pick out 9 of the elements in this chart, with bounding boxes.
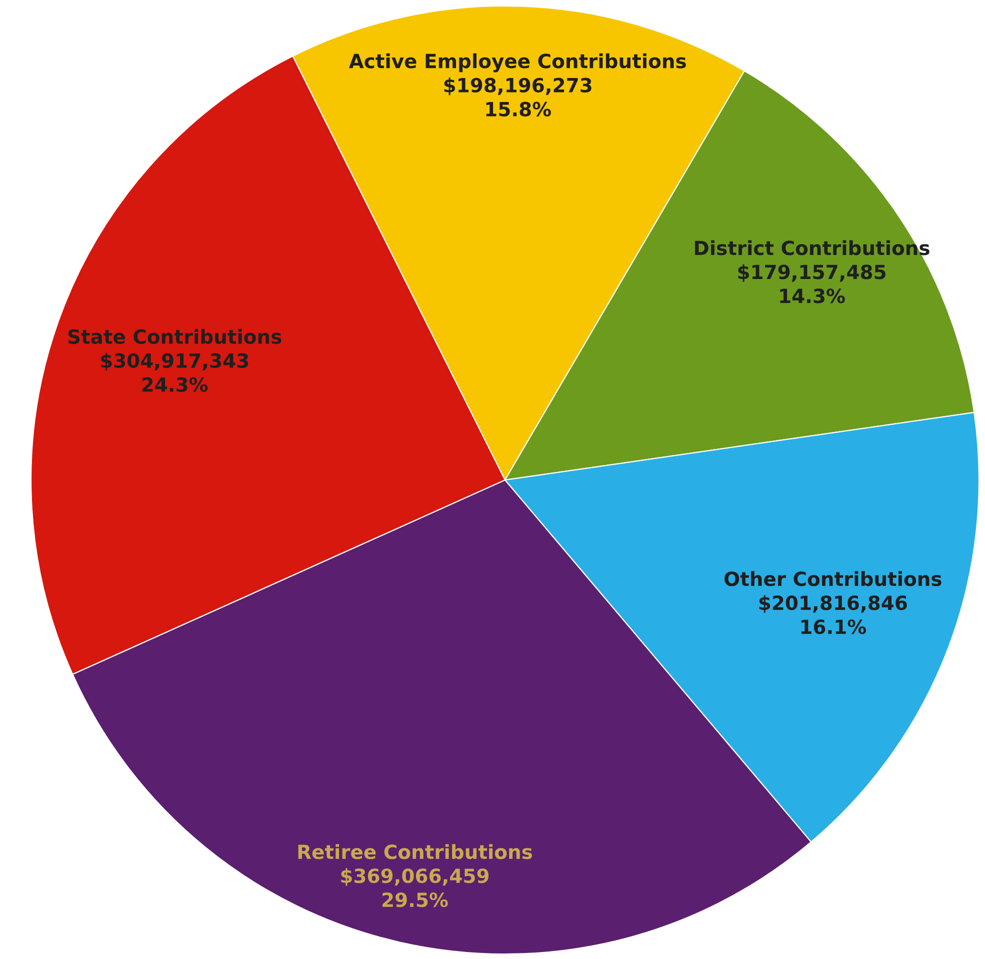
slice-label: Retiree Contributions [298, 844, 532, 860]
slice-label: Active Employee Contributions [348, 53, 686, 72]
slice-label: Other Contributions [724, 571, 942, 586]
data-label: $198,196,273 15.8% [444, 77, 592, 116]
data-label: $201,816,846 16.1% [759, 595, 907, 634]
data-label: $369,066,459 29.5% [341, 868, 489, 908]
slice-label: State Contributions [68, 328, 282, 344]
data-label: $179,157,485 14.3% [738, 264, 886, 304]
data-label: $304,917,343 24.3% [101, 352, 248, 392]
